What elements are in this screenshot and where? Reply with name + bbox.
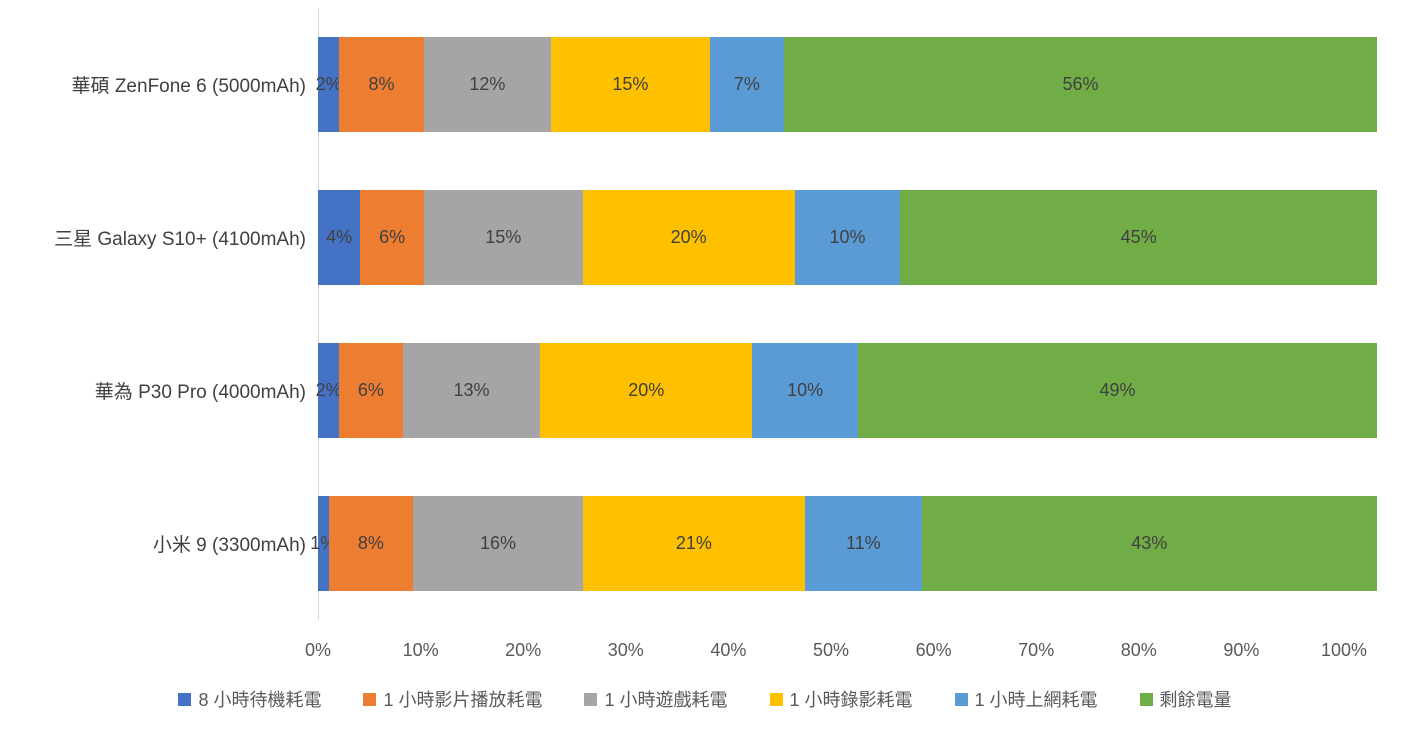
bar-track: 4% 6% 15% 20% 10% 45% xyxy=(318,190,1377,285)
legend-item: 1 小時影片播放耗電 xyxy=(363,686,542,712)
data-label: 20% xyxy=(670,227,707,247)
bar-segment: 13% xyxy=(402,343,541,438)
x-tick-label: 70% xyxy=(1018,640,1055,660)
bar-segment: 45% xyxy=(900,190,1377,285)
data-label: 15% xyxy=(612,74,649,94)
data-label: 20% xyxy=(628,380,665,400)
chart-row: 三星 Galaxy S10+ (4100mAh) 4% 6% 15% 20% 10% 45% xyxy=(0,161,1377,314)
x-tick-label: 20% xyxy=(505,640,542,660)
bar-segment: 12% xyxy=(423,37,551,132)
x-tick-label: 40% xyxy=(710,640,747,660)
legend-label: 1 小時上網耗電 xyxy=(974,690,1098,710)
bar-segment: 8% xyxy=(328,496,414,591)
legend-label: 1 小時錄影耗電 xyxy=(789,690,913,710)
data-label: 45% xyxy=(1120,227,1157,247)
bar-segment: 21% xyxy=(582,496,806,591)
legend-item: 8 小時待機耗電 xyxy=(178,686,321,712)
y-axis-line xyxy=(318,8,319,620)
bar-segment: 6% xyxy=(339,343,403,438)
bar-segment: 20% xyxy=(540,343,753,438)
bar-segment: 49% xyxy=(858,343,1377,438)
chart-row: 小米 9 (3300mAh) 1% 8% 16% 21% 11% 43% xyxy=(0,467,1377,620)
x-tick-label: 0% xyxy=(304,640,332,660)
legend-swatch-icon xyxy=(363,692,377,706)
x-tick-label: 90% xyxy=(1223,640,1260,660)
data-label: 10% xyxy=(787,380,824,400)
bar-segment: 10% xyxy=(752,343,859,438)
legend-swatch-icon xyxy=(1139,692,1153,706)
bar-segment: 2% xyxy=(315,37,342,132)
x-tick-label: 10% xyxy=(402,640,439,660)
data-label: 2% xyxy=(315,74,342,94)
data-label: 6% xyxy=(357,380,384,400)
x-tick-label: 100% xyxy=(1320,640,1368,660)
x-tick-label: 30% xyxy=(607,640,644,660)
legend-swatch-icon xyxy=(584,692,598,706)
legend: 8 小時待機耗電 1 小時影片播放耗電 1 小時遊戲耗電 1 小時錄影耗電 1 小時上網… xyxy=(0,686,1410,712)
legend-label: 8 小時待機耗電 xyxy=(198,690,322,710)
plot-area: 華碩 ZenFone 6 (5000mAh) 2% 8% 12% 15% 7% 56% 三星 … xyxy=(0,8,1377,674)
bar-segment: 4% xyxy=(318,190,361,285)
legend-item: 1 小時遊戲耗電 xyxy=(584,686,728,712)
bar-segment: 43% xyxy=(921,496,1377,591)
legend-label: 1 小時遊戲耗電 xyxy=(604,690,728,710)
category-label: 三星 Galaxy S10+ (4100mAh) xyxy=(54,229,306,250)
bar-segment: 1% xyxy=(310,496,336,591)
data-label: 4% xyxy=(326,227,353,247)
data-label: 10% xyxy=(829,227,866,247)
legend-label: 剩餘電量 xyxy=(1159,690,1232,710)
bar-segment: 16% xyxy=(413,496,583,591)
bar-segment: 20% xyxy=(582,190,795,285)
data-label: 7% xyxy=(733,74,760,94)
bar-segment: 15% xyxy=(423,190,583,285)
bar-track: 1% 8% 16% 21% 11% 43% xyxy=(310,496,1377,591)
bar-track: 2% 6% 13% 20% 10% 49% xyxy=(315,343,1377,438)
chart-row: 華為 P30 Pro (4000mAh) 2% 6% 13% 20% 10% 49% xyxy=(0,314,1377,467)
category-label: 華碩 ZenFone 6 (5000mAh) xyxy=(71,76,306,97)
data-label: 8% xyxy=(357,533,384,553)
data-label: 6% xyxy=(379,227,406,247)
bar-segment: 56% xyxy=(783,37,1377,132)
data-label: 43% xyxy=(1131,533,1168,553)
bar-segment: 15% xyxy=(550,37,710,132)
legend-item: 1 小時上網耗電 xyxy=(954,686,1098,712)
legend-label: 1 小時影片播放耗電 xyxy=(383,690,543,710)
data-label: 11% xyxy=(846,533,881,553)
legend-item: 剩餘電量 xyxy=(1139,686,1232,712)
bar-rows: 華碩 ZenFone 6 (5000mAh) 2% 8% 12% 15% 7% 56% 三星 … xyxy=(0,8,1377,620)
category-label: 華為 P30 Pro (4000mAh) xyxy=(94,382,306,403)
data-label: 15% xyxy=(485,227,522,247)
bar-segment: 10% xyxy=(794,190,901,285)
data-label: 13% xyxy=(453,380,490,400)
data-label: 16% xyxy=(480,533,517,553)
data-label: 8% xyxy=(368,74,395,94)
data-label: 56% xyxy=(1062,74,1099,94)
data-label: 49% xyxy=(1099,380,1136,400)
legend-swatch-icon xyxy=(954,692,968,706)
bar-track: 2% 8% 12% 15% 7% 56% xyxy=(315,37,1377,132)
bar-segment: 2% xyxy=(315,343,342,438)
chart-row: 華碩 ZenFone 6 (5000mAh) 2% 8% 12% 15% 7% 56% xyxy=(0,8,1377,161)
bar-segment: 7% xyxy=(709,37,784,132)
x-tick-label: 50% xyxy=(812,640,850,660)
data-label: 21% xyxy=(675,533,712,553)
x-axis: 0% 10% 20% 30% 40% 50% 60% 70% 80% 90% 100% xyxy=(305,634,1367,674)
bar-segment: 6% xyxy=(360,190,424,285)
x-tick-label: 80% xyxy=(1120,640,1157,660)
data-label: 12% xyxy=(469,74,506,94)
legend-swatch-icon xyxy=(178,692,192,706)
bar-segment: 11% xyxy=(805,496,922,591)
bar-segment: 8% xyxy=(339,37,424,132)
x-tick-label: 60% xyxy=(915,640,952,660)
data-label: 2% xyxy=(315,380,342,400)
category-label: 小米 9 (3300mAh) xyxy=(152,535,306,556)
legend-swatch-icon xyxy=(769,692,783,706)
legend-item: 1 小時錄影耗電 xyxy=(769,686,913,712)
